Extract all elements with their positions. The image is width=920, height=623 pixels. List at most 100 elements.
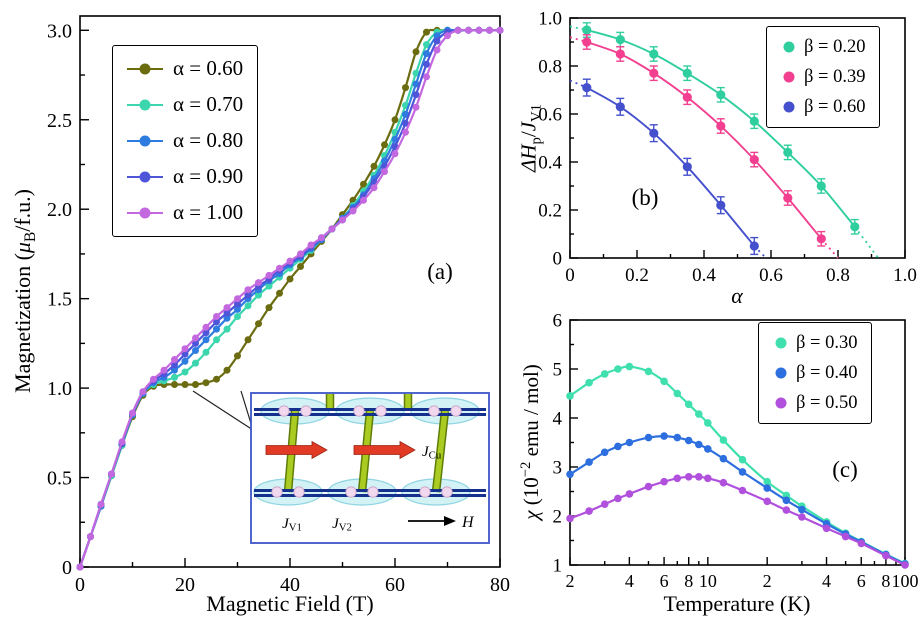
panel-a-x-tick-label: 40 xyxy=(280,574,300,596)
data-marker xyxy=(244,336,252,344)
data-marker xyxy=(716,121,726,131)
data-marker xyxy=(615,102,625,112)
inset-lattice-drawing: JCu JV1 JV2 H xyxy=(250,392,490,544)
spin-sphere-icon xyxy=(345,486,357,498)
data-marker xyxy=(738,486,747,495)
data-marker xyxy=(600,500,609,508)
panel-c-x-tick-label: 8 xyxy=(881,571,890,591)
panel-b-x-tick-label: 0 xyxy=(565,265,575,286)
data-marker xyxy=(402,84,409,92)
data-marker xyxy=(213,336,220,344)
data-marker xyxy=(391,150,399,158)
data-marker xyxy=(423,50,430,58)
spin-sphere-icon xyxy=(419,486,431,498)
legend-item: β = 0.50 xyxy=(773,391,857,415)
panel-c-xaxis-title: Temperature (K) xyxy=(663,591,811,616)
panel-a-x-tick-label: 20 xyxy=(175,574,195,596)
data-marker xyxy=(682,162,692,172)
field-label: H xyxy=(461,514,475,531)
data-marker xyxy=(423,60,430,68)
panel-c-y-tick-label: 5 xyxy=(553,360,563,381)
data-marker xyxy=(649,68,659,78)
data-marker xyxy=(234,305,241,313)
legend-item: β = 0.60 xyxy=(781,95,865,119)
jcu-label: JCu xyxy=(422,444,442,462)
data-marker xyxy=(582,25,592,35)
data-marker xyxy=(255,291,262,299)
data-marker xyxy=(381,168,388,176)
data-marker xyxy=(763,477,771,486)
data-marker xyxy=(783,147,793,157)
panel-b-x-tick-label: 0.6 xyxy=(759,265,783,286)
peak-field-series-2 xyxy=(569,78,767,259)
data-marker xyxy=(486,26,493,34)
data-marker xyxy=(704,474,712,483)
spin-sphere-icon xyxy=(367,486,379,498)
spin-sphere-icon xyxy=(375,405,387,417)
data-marker xyxy=(129,409,136,417)
data-marker xyxy=(381,141,388,149)
jv1-label: JV1 xyxy=(282,516,302,534)
data-marker xyxy=(625,490,634,498)
susceptibility-series-2 xyxy=(566,473,909,569)
legend-label: α = 1.00 xyxy=(173,200,244,225)
data-marker xyxy=(782,496,791,505)
panel-a-y-tick-label: 1.5 xyxy=(47,289,72,311)
spin-sphere-icon xyxy=(428,405,440,417)
fit-curve xyxy=(586,86,756,247)
fit-extrapolation xyxy=(820,238,839,259)
inset-border xyxy=(250,392,490,544)
data-marker xyxy=(286,275,294,283)
panel-c-x-tick-label: 6 xyxy=(857,571,866,591)
data-marker xyxy=(286,257,294,265)
data-marker xyxy=(585,458,593,466)
data-marker xyxy=(360,180,367,188)
data-marker xyxy=(192,381,199,388)
data-marker xyxy=(370,184,378,192)
data-marker xyxy=(433,37,441,45)
panel-c-x-tick-label: 100 xyxy=(892,571,919,591)
data-marker xyxy=(160,366,168,374)
panel-c-x-tick-label: 2 xyxy=(566,571,575,591)
data-marker xyxy=(625,438,634,447)
panel-b-y-tick-label: 0.2 xyxy=(538,201,562,222)
panel-b-x-tick-label: 0.4 xyxy=(692,265,716,286)
data-marker xyxy=(704,419,712,427)
data-marker xyxy=(213,375,220,383)
data-marker xyxy=(171,381,178,388)
data-marker xyxy=(423,41,430,49)
panel-c-x-tick-label: 4 xyxy=(625,571,634,591)
data-marker xyxy=(673,474,682,483)
data-marker xyxy=(171,366,178,374)
jv2-label: JV2 xyxy=(332,516,352,534)
legend-marker-icon xyxy=(773,337,788,350)
data-marker xyxy=(181,350,189,358)
data-marker xyxy=(841,532,850,541)
data-marker xyxy=(150,375,157,383)
data-marker xyxy=(223,325,231,333)
panel-a-y-tick-label: 2.5 xyxy=(47,110,72,132)
data-marker xyxy=(244,291,252,299)
data-marker xyxy=(402,119,409,127)
data-marker xyxy=(644,367,653,376)
data-marker xyxy=(782,506,791,514)
data-marker xyxy=(202,336,210,344)
data-marker xyxy=(749,116,759,126)
spin-sphere-icon xyxy=(278,405,290,417)
data-marker xyxy=(600,370,609,378)
legend-marker-icon xyxy=(781,41,796,54)
data-marker xyxy=(391,116,399,124)
legend-item: α = 0.70 xyxy=(127,90,243,120)
data-marker xyxy=(433,46,441,54)
legend-item: α = 1.00 xyxy=(127,198,243,228)
panel-a-y-tick-label: 0.5 xyxy=(47,468,72,490)
panel-b-x-tick-label: 0.8 xyxy=(826,265,850,286)
data-marker xyxy=(660,477,668,486)
data-marker xyxy=(307,241,315,249)
legend-label: α = 0.80 xyxy=(173,128,244,153)
data-marker xyxy=(649,128,659,138)
data-marker xyxy=(402,128,409,136)
legend-marker-icon xyxy=(127,135,163,148)
